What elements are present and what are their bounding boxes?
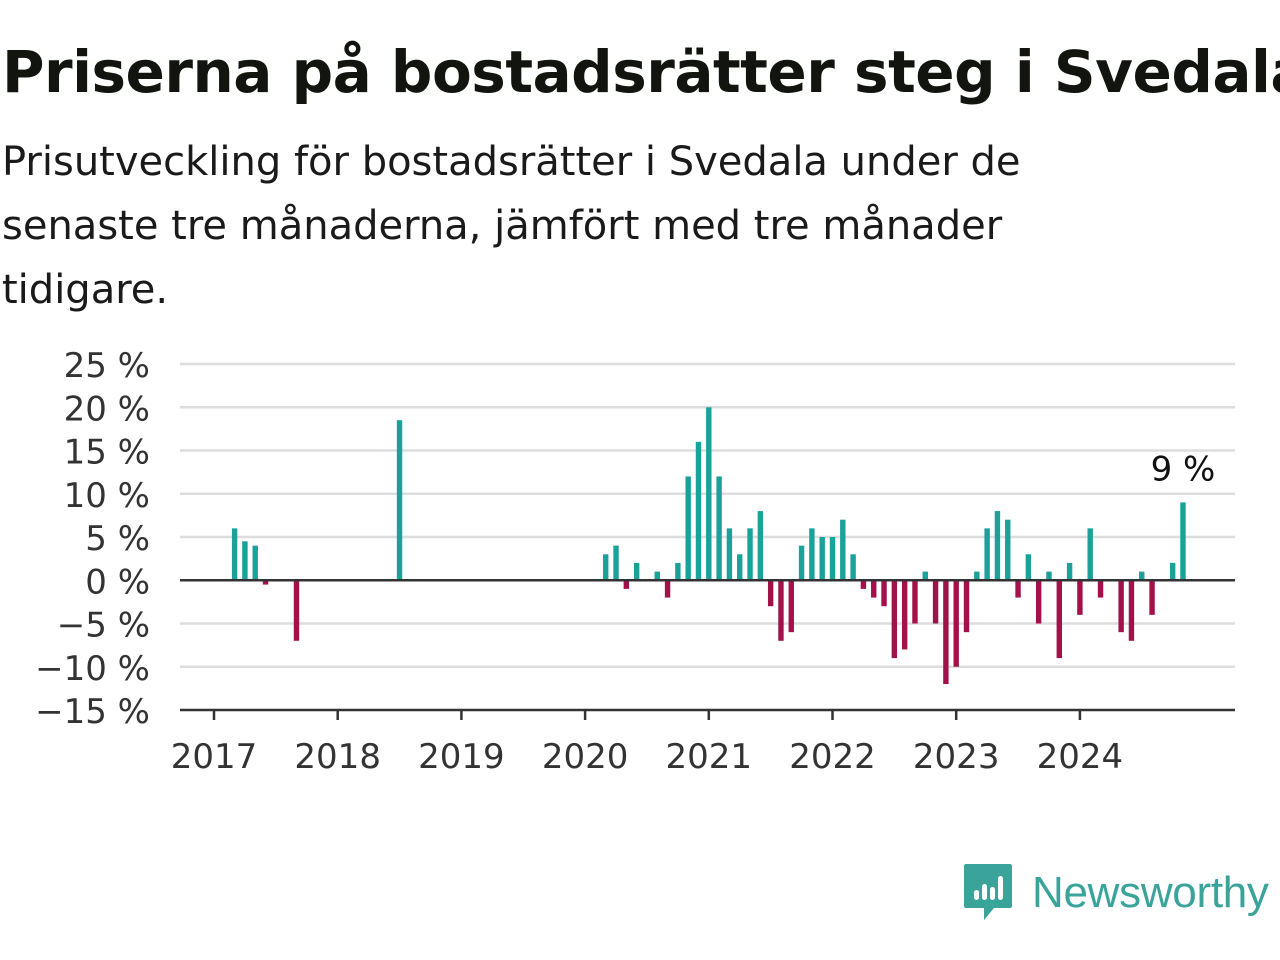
x-tick-label: 2024 [1037,737,1124,777]
bar [1005,519,1011,581]
bar [901,580,908,650]
y-tick-label: 20 % [64,389,150,429]
y-axis-tick-labels: 25 %20 %15 %10 %5 %0 %−5 %−10 %−15 % [35,346,150,732]
x-tick-label: 2021 [666,737,753,777]
bar [1035,580,1042,624]
bar [1097,580,1104,598]
bar [767,580,774,607]
bar [664,580,671,598]
x-tick-label: 2019 [418,737,505,777]
bar [685,476,691,581]
bar [252,545,258,581]
bar [654,571,660,581]
bar [603,554,609,581]
newsworthy-logo-icon [964,864,1012,920]
bar [242,541,248,581]
bar [633,562,640,581]
bar [1025,554,1032,581]
bar [1077,580,1083,615]
y-tick-label: 25 % [64,346,150,386]
bar [984,528,990,581]
bars [231,407,1186,685]
bar [623,580,630,589]
bar [293,580,300,641]
bar [262,580,269,585]
bar [1180,502,1186,581]
bar [819,537,825,581]
bar [737,554,743,581]
bar [1056,580,1062,659]
bar [809,528,815,581]
bar [1087,528,1093,581]
bar [963,580,970,633]
bar [1066,562,1073,581]
bar [1169,562,1176,581]
bar [932,580,939,624]
bar [953,580,959,667]
bar [943,580,949,685]
chart-subtitle: Prisutveckling för bostadsrätter i Sveda… [2,139,1021,313]
bar [860,580,867,589]
bar [695,441,702,581]
bar [881,580,887,607]
y-tick-label: 10 % [64,476,150,516]
bar [994,511,1001,581]
x-tick-label: 2020 [542,737,629,777]
x-tick-label: 2022 [789,737,876,777]
bar [798,545,805,581]
y-tick-label: 5 % [85,519,150,559]
y-tick-label: 0 % [85,562,150,602]
bar [757,511,764,581]
newsworthy-logo-text: Newsworthy [1032,868,1269,917]
bar [231,528,238,581]
bar [1149,580,1155,615]
bar [716,476,722,581]
bar [840,519,846,581]
y-tick-label: 15 % [64,433,150,473]
x-tick-label: 2018 [294,737,381,777]
bar [396,420,403,581]
bar [1118,580,1124,633]
bar [1128,580,1135,641]
newsworthy-logo: Newsworthy [962,862,1269,924]
bar [1139,571,1145,581]
bar [613,545,619,581]
annotations: 9 % [1151,449,1216,489]
bar-chart: 25 %20 %15 %10 %5 %0 %−5 %−10 %−15 % 201… [35,346,1235,777]
bar [974,571,980,581]
y-tick-label: −5 % [57,606,150,646]
bar [922,571,928,581]
bar [912,580,918,624]
bar [891,580,898,659]
data-label: 9 % [1151,449,1216,489]
bar [871,580,877,598]
y-tick-label: −10 % [35,649,150,689]
x-axis-tick-labels: 2017 2018 2019 2020 2021 2022 2023 2024 [171,737,1123,777]
x-tick-label: 2017 [171,737,258,777]
bar [1046,571,1052,581]
bar [788,580,794,633]
y-tick-label: −15 % [35,692,150,732]
chart-title: Priserna på bostadsrätter steg i Svedala [2,38,1280,106]
bar [1015,580,1021,598]
bar [778,580,784,641]
bar [675,562,681,581]
bar [850,554,856,581]
bar [747,528,753,581]
axes [180,579,1235,720]
bar [829,537,836,581]
bar [726,528,733,581]
bar [706,407,712,581]
x-tick-label: 2023 [913,737,1000,777]
